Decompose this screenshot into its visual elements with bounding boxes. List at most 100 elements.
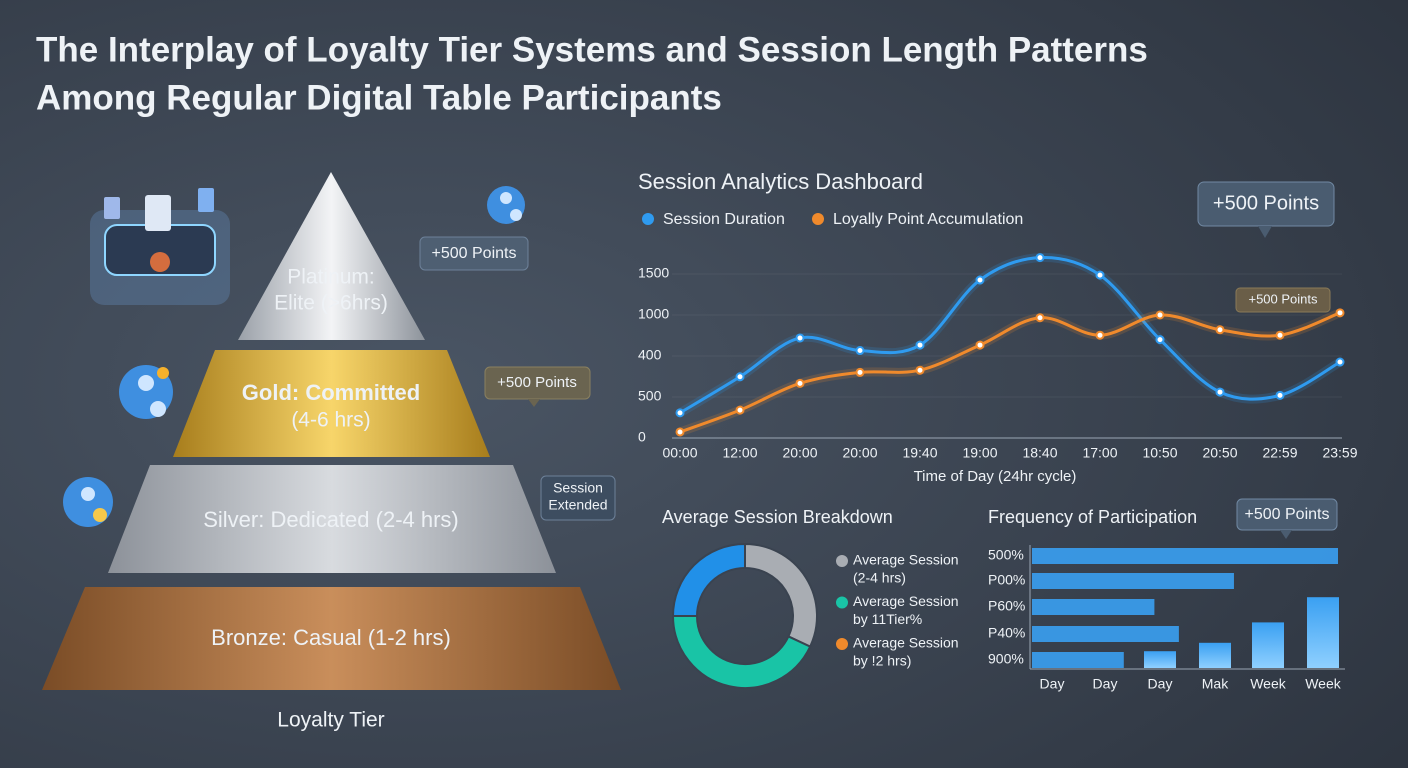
- row-label: 500%: [988, 547, 1024, 563]
- legend-dot: [836, 638, 848, 650]
- title: Among Regular Digital Table Participants: [36, 78, 722, 117]
- series-line: [679, 311, 1341, 434]
- chart-title: Average Session Breakdown: [662, 507, 893, 527]
- point: [1275, 390, 1285, 400]
- y-tick-label: 1500: [638, 265, 669, 281]
- legend-dot: [836, 596, 848, 609]
- tier-gold: [173, 350, 490, 457]
- point: [1035, 313, 1045, 323]
- legend-dot: [812, 213, 824, 225]
- tier-platinum: [238, 172, 425, 340]
- point: [735, 372, 745, 382]
- callout: [540, 475, 616, 521]
- x-tick-label: 20:00: [782, 445, 817, 461]
- tier-label: Gold: Committed: [242, 380, 420, 405]
- chart-title: Session Analytics Dashboard: [638, 169, 923, 194]
- point: [1095, 330, 1105, 340]
- row-label: 900%: [988, 651, 1024, 667]
- legend-label: by 11Tier%: [853, 611, 922, 627]
- point: [975, 275, 985, 285]
- x-tick-label: 17:00: [1082, 445, 1117, 461]
- callout-text: +500 Points: [497, 374, 577, 391]
- bar: [1032, 599, 1155, 615]
- tier-bronze: [42, 587, 621, 690]
- point: [1215, 387, 1225, 397]
- bar: [1032, 626, 1179, 642]
- point: [1275, 330, 1285, 340]
- bar: [1144, 651, 1176, 668]
- point: [1335, 357, 1345, 367]
- callout-pointer: [1258, 226, 1272, 238]
- legend-dot: [836, 555, 848, 567]
- x-axis-label: Time of Day (24hr cycle): [914, 468, 1077, 485]
- row-label: P40%: [988, 625, 1025, 641]
- x-tick-label: 23:59: [1322, 445, 1357, 461]
- point: [675, 408, 685, 418]
- legend-label: by !2 hrs): [853, 653, 911, 669]
- x-tick-label: Mak: [1202, 676, 1229, 692]
- annotation: +500 Points: [1248, 291, 1318, 306]
- row-label: P60%: [988, 598, 1025, 614]
- y-tick-label: 500: [638, 388, 662, 404]
- x-tick-label: 10:50: [1142, 445, 1177, 461]
- point: [1155, 310, 1165, 320]
- axis-label: Loyalty Tier: [277, 709, 384, 732]
- point: [975, 340, 985, 350]
- point: [1215, 325, 1225, 335]
- annotation: +500 Points: [1213, 192, 1319, 214]
- tier-label: Bronze: Casual (1-2 hrs): [211, 625, 451, 650]
- legend-label: Average Session: [853, 593, 959, 609]
- point: [855, 367, 865, 377]
- tier-label: Silver: Dedicated (2-4 hrs): [203, 507, 459, 532]
- x-tick-label: Week: [1305, 676, 1342, 692]
- legend-label: Average Session: [853, 552, 959, 568]
- callout-pointer: [528, 399, 540, 407]
- x-tick-label: 19:40: [902, 445, 937, 461]
- annotation: +500 Points: [1245, 506, 1330, 523]
- bar: [1199, 642, 1231, 668]
- donut-segment: [671, 615, 812, 689]
- x-tick-label: Week: [1250, 676, 1287, 692]
- y-tick-label: 400: [638, 347, 662, 363]
- callout: [419, 236, 529, 271]
- legend-label: (2-4 hrs): [853, 570, 906, 586]
- x-tick-label: 18:40: [1022, 445, 1057, 461]
- charts: 0 500 400 1000 1500 00:00 12:00 20:00 20:00 19:40…: [638, 211, 1358, 691]
- x-tick-label: Day: [1093, 676, 1118, 692]
- callout-text: +500 Points: [432, 245, 517, 262]
- x-tick-label: 22:59: [1262, 445, 1297, 461]
- point: [795, 378, 805, 388]
- user-icon: [63, 477, 113, 527]
- point: [915, 365, 925, 375]
- tier-label: (4-6 hrs): [291, 409, 370, 432]
- row-label: P00%: [988, 572, 1025, 588]
- x-tick-label: 19:00: [962, 445, 997, 461]
- callout-text: Extended: [548, 497, 607, 513]
- user-icon: [119, 365, 173, 419]
- x-tick-label: 20:00: [842, 445, 877, 461]
- bar: [1032, 652, 1124, 668]
- bar: [1032, 548, 1338, 564]
- title: The Interplay of Loyalty Tier Systems an…: [36, 30, 1148, 69]
- legend-label: Average Session: [853, 635, 959, 651]
- x-tick-label: 20:50: [1202, 445, 1237, 461]
- callout: [1235, 287, 1331, 313]
- y-tick-label: 0: [638, 429, 646, 445]
- callout-pointer: [1280, 530, 1292, 539]
- bar: [1307, 597, 1339, 668]
- point: [795, 333, 805, 343]
- point: [855, 346, 865, 356]
- y-tick-label: 1000: [638, 306, 669, 322]
- table-icon: [90, 188, 230, 305]
- legend-label: Loyally Point Accumulation: [833, 211, 1023, 228]
- x-tick-label: Day: [1040, 676, 1065, 692]
- point: [915, 340, 925, 350]
- tier-silver: [108, 465, 556, 573]
- tier-label: Elite (>6hrs): [274, 292, 388, 315]
- x-tick-label: Day: [1148, 676, 1173, 692]
- bar: [1032, 573, 1234, 589]
- point: [735, 405, 745, 415]
- point: [1155, 335, 1165, 345]
- tier-label: Platinum:: [287, 266, 375, 289]
